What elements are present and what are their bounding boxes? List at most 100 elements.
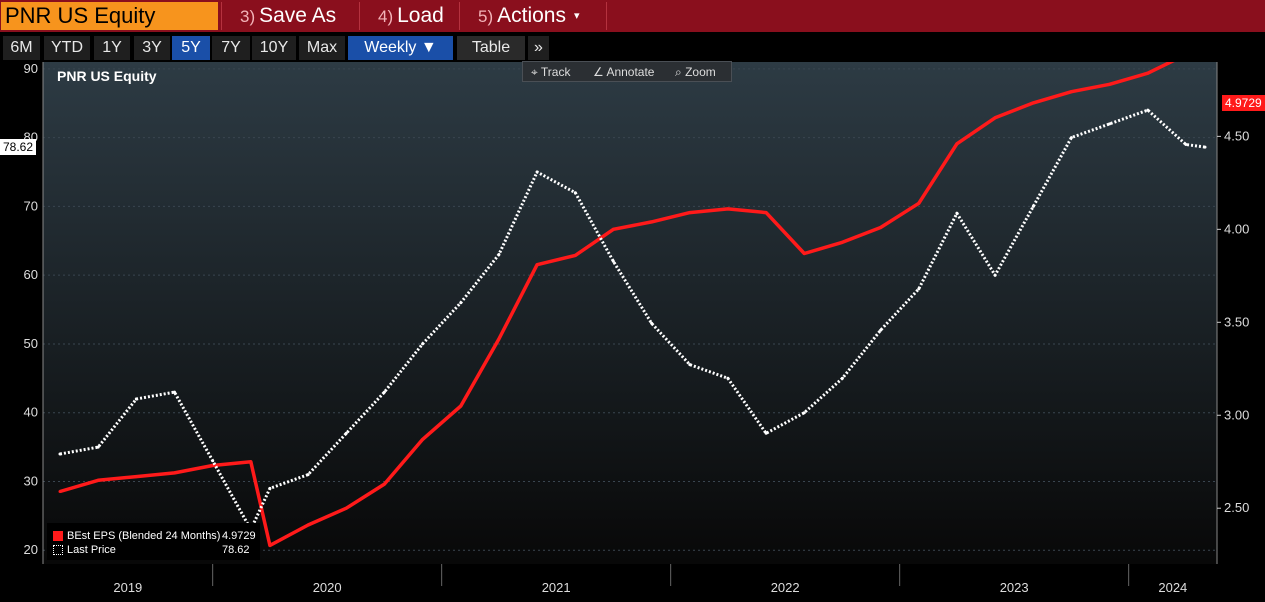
price-point bbox=[993, 273, 997, 277]
price-point bbox=[1031, 204, 1035, 208]
price-point bbox=[58, 452, 62, 456]
zoom-label: Zoom bbox=[685, 65, 716, 79]
eps-point bbox=[611, 227, 615, 231]
actions-button[interactable]: 5) Actions ▾ bbox=[459, 2, 607, 30]
caret-down-icon: ▾ bbox=[574, 10, 580, 23]
price-point bbox=[1069, 136, 1073, 140]
eps-point bbox=[344, 506, 348, 510]
price-point bbox=[1203, 145, 1207, 149]
range-1y-button[interactable]: 1Y bbox=[94, 36, 130, 60]
chart-legend: BEst EPS (Blended 24 Months) 4.9729 Last… bbox=[47, 523, 260, 560]
y-left-tick-label: 30 bbox=[24, 473, 38, 488]
right-y-axis: 2.50 3.00 3.50 4.00 4.50 bbox=[1217, 128, 1249, 515]
price-point bbox=[650, 321, 654, 325]
frequency-dropdown[interactable]: Weekly ▼ bbox=[348, 36, 453, 60]
y-right-tick-label: 2.50 bbox=[1224, 500, 1249, 515]
y-left-tick-label: 40 bbox=[24, 405, 38, 420]
legend-price-name: Last Price bbox=[67, 544, 116, 556]
eps-swatch bbox=[53, 531, 63, 541]
price-point bbox=[306, 473, 310, 477]
eps-point bbox=[650, 220, 654, 224]
more-button[interactable]: » bbox=[528, 36, 549, 60]
eps-point bbox=[1031, 101, 1035, 105]
eps-point bbox=[1108, 82, 1112, 86]
zoom-tool[interactable]: ⌕ Zoom bbox=[675, 64, 716, 80]
price-point bbox=[879, 328, 883, 332]
price-point bbox=[573, 191, 577, 195]
price-eps-chart[interactable]: 2019 2020 2021 2022 2023 2024 203040506070809… bbox=[0, 62, 1265, 602]
eps-point bbox=[268, 543, 272, 547]
price-point bbox=[497, 253, 501, 256]
price-point bbox=[611, 259, 615, 263]
price-point bbox=[211, 459, 215, 463]
eps-point bbox=[306, 523, 310, 527]
eps-point bbox=[573, 253, 577, 257]
legend-price: Last Price 78.62 bbox=[53, 543, 257, 557]
y-left-tick-label: 90 bbox=[24, 62, 38, 76]
y-left-tick-label: 70 bbox=[24, 198, 38, 213]
load-button[interactable]: 4) Load bbox=[359, 2, 459, 30]
price-point bbox=[955, 211, 959, 215]
annotate-icon: ∠ bbox=[593, 65, 604, 79]
legend-eps: BEst EPS (Blended 24 Months) 4.9729 bbox=[53, 529, 257, 543]
range-toolbar: 6M YTD 1Y 3Y 5Y 7Y 10Y Max Weekly ▼ Tabl… bbox=[0, 36, 1265, 60]
x-axis: 2019 2020 2021 2022 2023 2024 bbox=[113, 564, 1187, 595]
range-max-button[interactable]: Max bbox=[299, 36, 345, 60]
actions-number: 5) bbox=[478, 7, 494, 26]
eps-point bbox=[382, 482, 386, 486]
ticker-field[interactable]: PNR US Equity bbox=[1, 2, 218, 30]
range-ytd-button[interactable]: YTD bbox=[44, 36, 90, 60]
price-point bbox=[382, 390, 386, 394]
track-label: Track bbox=[540, 65, 571, 79]
price-swatch bbox=[53, 545, 63, 555]
y-left-tick-label: 50 bbox=[24, 336, 38, 351]
price-point bbox=[764, 431, 768, 435]
range-5y-button[interactable]: 5Y bbox=[172, 36, 210, 60]
price-point bbox=[840, 376, 844, 380]
price-point bbox=[726, 376, 730, 380]
save-as-button[interactable]: 3) Save As bbox=[221, 2, 359, 30]
range-7y-button[interactable]: 7Y bbox=[212, 36, 250, 60]
annotate-label: Annotate bbox=[606, 65, 655, 79]
load-label: Load bbox=[397, 4, 444, 27]
y-right-tick-label: 3.50 bbox=[1224, 314, 1249, 329]
price-point bbox=[535, 170, 539, 174]
chart-title: PNR US Equity bbox=[57, 68, 157, 84]
price-point bbox=[459, 301, 463, 305]
eps-point bbox=[173, 471, 176, 475]
zoom-icon: ⌕ bbox=[675, 65, 682, 79]
track-tool[interactable]: ⌖ Track bbox=[531, 64, 570, 80]
eps-point bbox=[249, 460, 253, 464]
load-number: 4) bbox=[378, 7, 394, 26]
price-point bbox=[1184, 143, 1188, 146]
price-point bbox=[1108, 122, 1112, 126]
x-axis-band bbox=[43, 564, 1217, 600]
legend-price-value: 78.62 bbox=[222, 544, 250, 556]
last-price-badge: 78.62 bbox=[0, 139, 37, 155]
range-3y-button[interactable]: 3Y bbox=[134, 36, 170, 60]
eps-point bbox=[879, 226, 883, 229]
price-point bbox=[268, 486, 272, 490]
eps-point bbox=[955, 142, 959, 146]
eps-point bbox=[134, 475, 138, 479]
save-as-number: 3) bbox=[240, 7, 256, 26]
table-button[interactable]: Table bbox=[457, 36, 525, 60]
range-6m-button[interactable]: 6M bbox=[3, 36, 40, 60]
eps-point bbox=[840, 240, 844, 244]
annotate-tool[interactable]: ∠ Annotate bbox=[593, 64, 654, 80]
price-point bbox=[344, 431, 348, 435]
save-as-label: Save As bbox=[259, 4, 337, 27]
eps-badge: 4.9729 bbox=[1222, 95, 1265, 111]
eps-point bbox=[764, 211, 768, 215]
price-point bbox=[421, 342, 425, 346]
top-command-bar: PNR US Equity 3) Save As 4) Load 5) Actions… bbox=[0, 0, 1265, 32]
crosshair-icon: ⌖ bbox=[531, 65, 538, 79]
range-10y-button[interactable]: 10Y bbox=[252, 36, 296, 60]
eps-point bbox=[421, 437, 425, 441]
eps-point bbox=[993, 116, 997, 120]
eps-point bbox=[96, 478, 100, 482]
price-point bbox=[688, 363, 692, 367]
price-point bbox=[917, 287, 921, 291]
y-left-tick-label: 20 bbox=[24, 542, 38, 557]
